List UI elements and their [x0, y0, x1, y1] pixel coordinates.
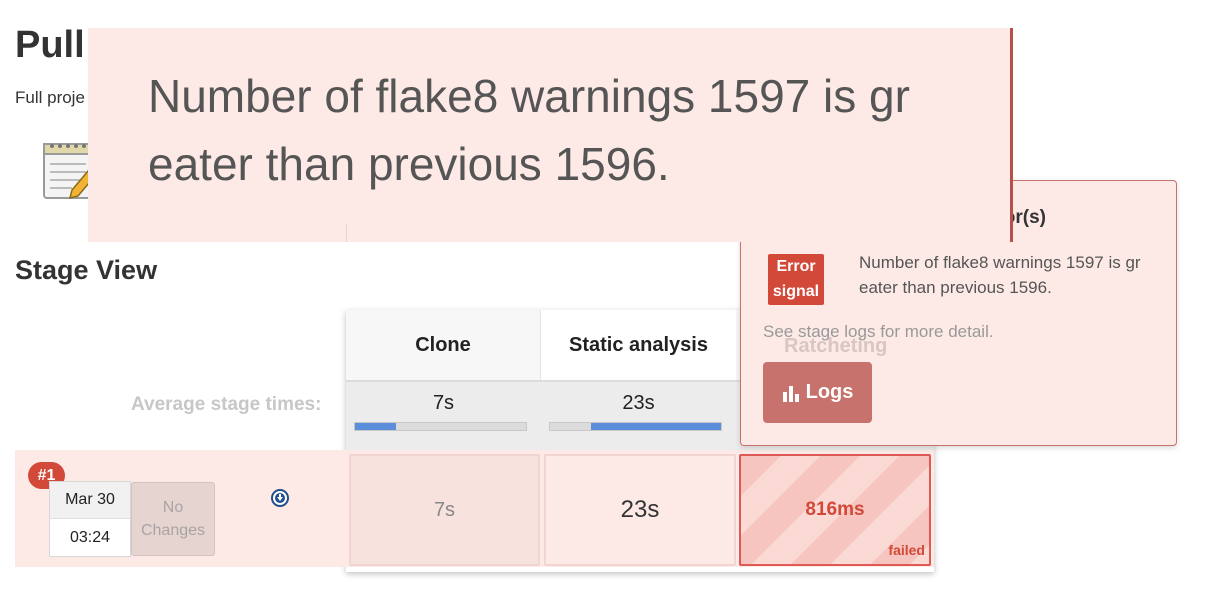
stage-header-static-analysis: Static analysis [541, 310, 736, 380]
build-date-time: 03:24 [69, 529, 111, 546]
zoomed-line-1: Number of flake8 warnings 1597 is gr [148, 70, 910, 122]
average-stage-times-label: Average stage times: [131, 394, 322, 415]
avg-time-value: 7s [432, 392, 455, 414]
avg-time-bar [354, 422, 527, 431]
zoomed-message-text: Number of flake8 warnings 1597 is gr eat… [148, 62, 968, 198]
download-icon[interactable] [271, 489, 289, 507]
avg-time-bar-fill [355, 423, 397, 430]
zoomed-line-2: eater than previous 1596. [148, 138, 670, 190]
stage-view-title: Stage View [15, 255, 158, 285]
ghost-stage-name: Ratcheting [784, 335, 888, 357]
no-changes-label: No Changes [140, 499, 206, 539]
popover-hint: See stage logs for more detail. [763, 322, 994, 341]
zoom-divider [346, 224, 347, 242]
build-cell-duration: 816ms [805, 499, 865, 520]
avg-time-clone: 7s [346, 380, 541, 450]
no-changes-box[interactable]: No Changes [131, 482, 215, 556]
page-title: Pull [15, 24, 85, 66]
build-date[interactable]: Mar 30 03:24 [49, 481, 131, 557]
error-message: Number of flake8 warnings 1597 is gr eat… [859, 253, 1141, 297]
avg-time-bar [549, 422, 722, 431]
failed-status-label: failed [888, 542, 925, 558]
error-signal-tag: Error signal [768, 254, 824, 305]
logs-button-label: Logs [805, 381, 854, 403]
avg-time-static-analysis: 23s [541, 380, 736, 450]
build-cell-ratcheting[interactable]: 816ms failed [739, 454, 931, 566]
page-description: Full proje [15, 88, 85, 107]
build-cell-static-analysis[interactable]: 23s [544, 454, 736, 566]
stage-header-clone: Clone [346, 310, 541, 380]
build-date-day: Mar 30 [50, 482, 130, 519]
zoomed-error-message: Number of flake8 warnings 1597 is gr eat… [88, 28, 1013, 242]
logs-button[interactable]: Logs [763, 362, 872, 423]
avg-time-bar-fill [591, 423, 721, 430]
avg-time-value: 23s [622, 392, 655, 414]
build-cell-clone[interactable]: 7s [349, 454, 540, 566]
bar-chart-icon [782, 385, 799, 402]
